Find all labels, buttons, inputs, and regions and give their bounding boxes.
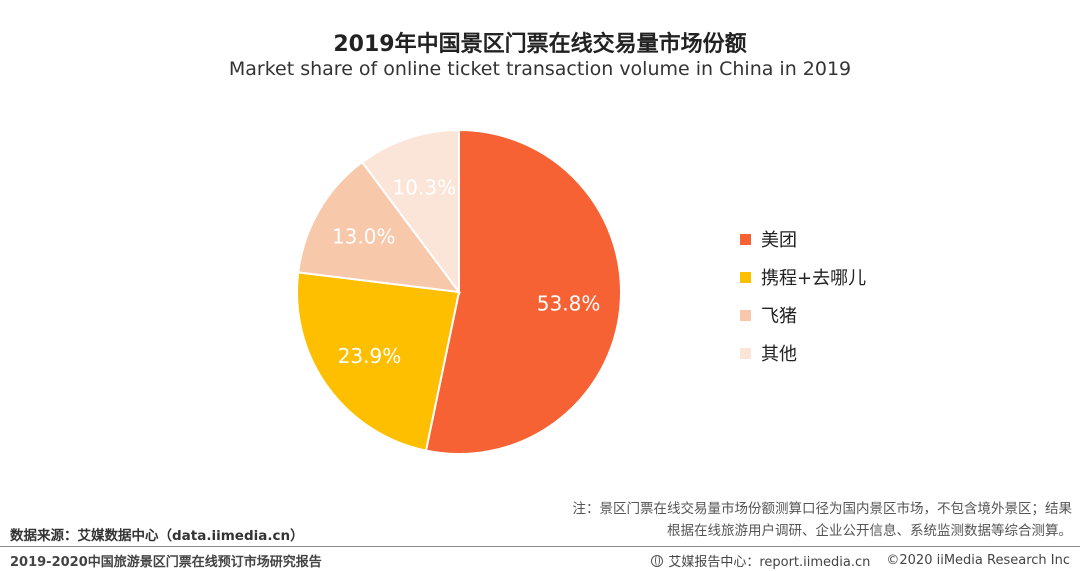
report-center-link[interactable]: 艾媒报告中心：report.iimedia.cn [668,555,871,570]
slice-ctrip-qunar [296,271,461,452]
methodology-note: 注：景区门票在线交易量市场份额测算口径为国内景区市场，不包含境外景区；结果 根据… [492,498,1073,542]
chart-subtitle: Market share of online ticket transactio… [228,58,852,80]
legend-item-ctrip-qunar: 携程+去哪儿 [740,264,866,290]
slice-data-label: 13.0% [332,225,396,249]
legend-swatch [740,271,751,283]
note-line: 注：景区门票在线交易量市场份额测算口径为国内景区市场，不包含境外景区；结果 [572,501,1073,517]
legend-swatch [740,347,751,359]
legend-swatch [740,309,751,321]
chart-title: 2019年中国景区门票在线交易量市场份额 [333,32,747,57]
legend-swatch [740,233,751,245]
footer-right: 艾媒报告中心：report.iimedia.cn ©2020 iiMedia R… [651,551,1070,570]
note-line: 根据在线旅游用户调研、企业公开信息、系统监测数据等综合测算。 [667,523,1072,539]
report-title: 2019-2020中国旅游景区门票在线预订市场研究报告 [10,555,322,570]
legend: 美团 携程+去哪儿 飞猪 其他 [740,226,866,378]
slice-data-label: 53.8% [537,291,601,315]
globe-icon [651,554,664,567]
legend-label: 携程+去哪儿 [761,268,867,289]
copyright: ©2020 iiMedia Research Inc [886,553,1070,568]
slice-data-label: 10.3% [393,175,457,199]
data-source: 数据来源：艾媒数据中心（data.iimedia.cn） [10,528,304,544]
legend-label: 其他 [761,344,797,365]
slice-fliggy [297,160,462,294]
slice-meituan [424,128,622,455]
legend-item-meituan: 美团 [740,226,866,252]
footer-divider [0,546,1080,547]
legend-item-fliggy: 飞猪 [740,302,866,328]
slice-data-label: 23.9% [338,344,402,368]
legend-label: 飞猪 [761,306,797,327]
slice-other [360,128,460,296]
legend-label: 美团 [761,230,797,251]
legend-item-other: 其他 [740,340,866,366]
